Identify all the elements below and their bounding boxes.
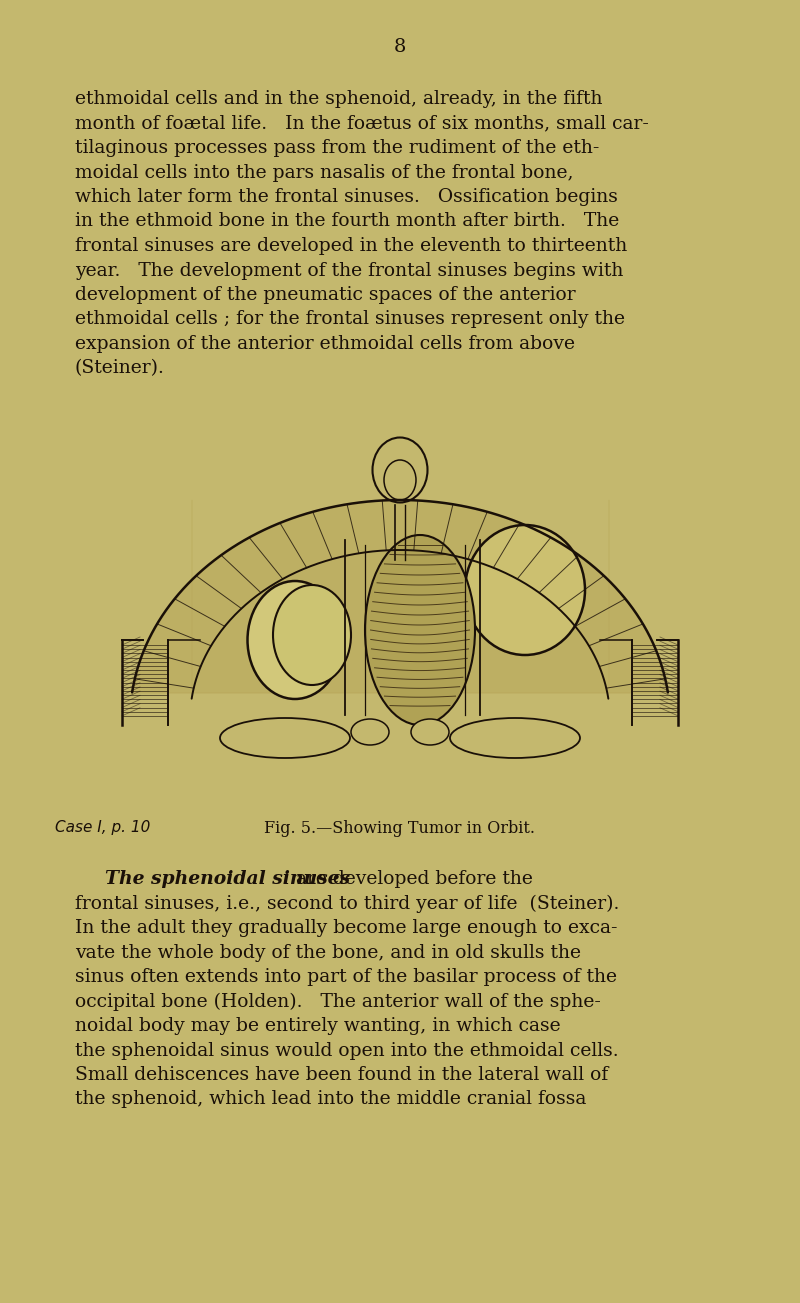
Ellipse shape <box>220 718 350 758</box>
Text: occipital bone (Holden).   The anterior wall of the sphe-: occipital bone (Holden). The anterior wa… <box>75 993 601 1011</box>
Text: 8: 8 <box>394 38 406 56</box>
Ellipse shape <box>351 719 389 745</box>
Ellipse shape <box>373 438 427 503</box>
Ellipse shape <box>450 718 580 758</box>
Text: ethmoidal cells and in the sphenoid, already, in the fifth: ethmoidal cells and in the sphenoid, alr… <box>75 90 602 108</box>
Text: Case I, p. 10: Case I, p. 10 <box>55 820 150 835</box>
Ellipse shape <box>247 581 342 698</box>
Text: the sphenoid, which lead into the middle cranial fossa: the sphenoid, which lead into the middle… <box>75 1091 586 1109</box>
Text: moidal cells into the pars nasalis of the frontal bone,: moidal cells into the pars nasalis of th… <box>75 163 574 181</box>
Ellipse shape <box>411 719 449 745</box>
Text: which later form the frontal sinuses.   Ossification begins: which later form the frontal sinuses. Os… <box>75 188 618 206</box>
Text: tilaginous processes pass from the rudiment of the eth-: tilaginous processes pass from the rudim… <box>75 139 599 156</box>
Text: the sphenoidal sinus would open into the ethmoidal cells.: the sphenoidal sinus would open into the… <box>75 1041 618 1059</box>
Text: development of the pneumatic spaces of the anterior: development of the pneumatic spaces of t… <box>75 285 576 304</box>
Text: The sphenoidal sinuses: The sphenoidal sinuses <box>105 870 350 889</box>
Text: in the ethmoid bone in the fourth month after birth.   The: in the ethmoid bone in the fourth month … <box>75 212 619 231</box>
Text: noidal body may be entirely wanting, in which case: noidal body may be entirely wanting, in … <box>75 1018 561 1035</box>
Text: ethmoidal cells ; for the frontal sinuses represent only the: ethmoidal cells ; for the frontal sinuse… <box>75 310 625 328</box>
Text: frontal sinuses, i.e., second to third year of life  (Steiner).: frontal sinuses, i.e., second to third y… <box>75 894 619 912</box>
Ellipse shape <box>365 536 475 724</box>
Ellipse shape <box>273 585 351 685</box>
Ellipse shape <box>384 460 416 500</box>
Text: (Steiner).: (Steiner). <box>75 360 165 378</box>
Text: month of foætal life.   In the foætus of six months, small car-: month of foætal life. In the foætus of s… <box>75 115 649 133</box>
Text: Fig. 5.—Showing Tumor in Orbit.: Fig. 5.—Showing Tumor in Orbit. <box>265 820 535 837</box>
Text: Small dehiscences have been found in the lateral wall of: Small dehiscences have been found in the… <box>75 1066 608 1084</box>
Text: In the adult they gradually become large enough to exca-: In the adult they gradually become large… <box>75 919 618 937</box>
Text: year.   The development of the frontal sinuses begins with: year. The development of the frontal sin… <box>75 262 623 280</box>
Text: vate the whole body of the bone, and in old skulls the: vate the whole body of the bone, and in … <box>75 943 581 962</box>
Text: sinus often extends into part of the basilar process of the: sinus often extends into part of the bas… <box>75 968 617 986</box>
Ellipse shape <box>465 525 585 655</box>
Text: are developed before the: are developed before the <box>290 870 533 889</box>
Text: frontal sinuses are developed in the eleventh to thirteenth: frontal sinuses are developed in the ele… <box>75 237 627 255</box>
Text: expansion of the anterior ethmoidal cells from above: expansion of the anterior ethmoidal cell… <box>75 335 575 353</box>
